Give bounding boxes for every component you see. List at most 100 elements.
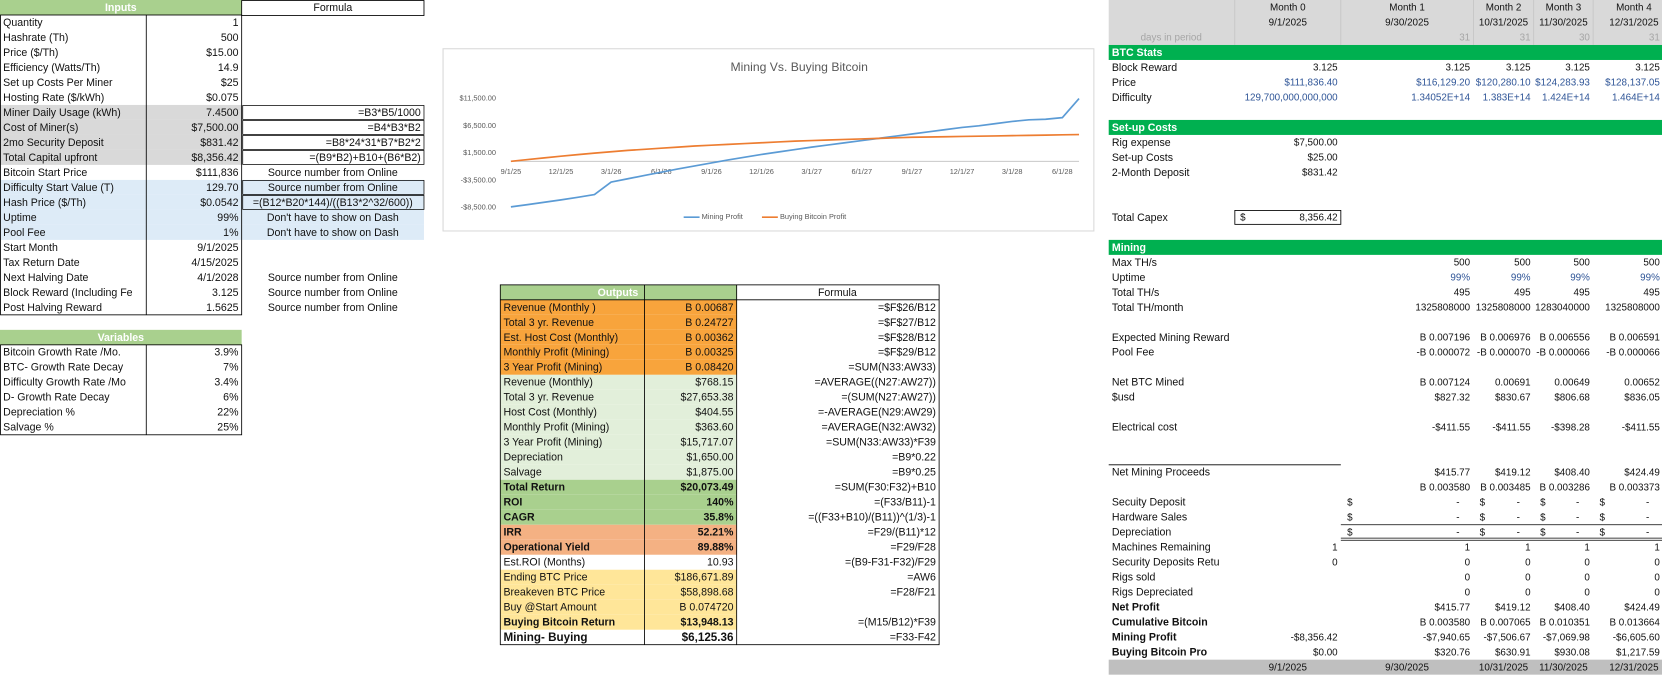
- section-title: Mining: [1112, 242, 1146, 254]
- sheet-value: $124,283.93: [1535, 78, 1590, 89]
- sheet-value: Month 1: [1389, 3, 1425, 14]
- sheet-label: Total Capex: [1112, 212, 1169, 224]
- input-label: Efficiency (Watts/Th): [3, 62, 100, 74]
- variables-header-fill: [0, 329, 242, 345]
- sheet-value: $424.49: [1624, 602, 1660, 613]
- output-formula: =((F33+B10)/(B11))^(1/3)-1: [808, 512, 936, 524]
- output-fill: [500, 389, 737, 405]
- output-formula: =(B9-F31-F32)/F29: [845, 557, 936, 569]
- output-fill: [500, 614, 737, 630]
- variable-value: 6%: [223, 392, 239, 404]
- input-label: 2mo Security Deposit: [3, 137, 104, 149]
- output-label: CAGR: [503, 512, 535, 524]
- sheet-value: -$8,356.42: [1291, 632, 1338, 643]
- output-fill: [500, 509, 737, 525]
- output-value: 140%: [706, 497, 734, 509]
- output-formula: =SUM(N33:AW33)*F39: [826, 437, 936, 449]
- output-label: Revenue (Monthly): [503, 377, 592, 389]
- output-value: $15,717.07: [681, 437, 734, 449]
- output-fill: [500, 329, 737, 345]
- outputs-border: [499, 284, 940, 646]
- sheet-value: 495: [1573, 288, 1590, 299]
- output-fill: [500, 584, 737, 600]
- y-tick-label: -$8,500.00: [461, 203, 496, 212]
- input-fill: [0, 224, 424, 240]
- input-label: Tax Return Date: [3, 257, 80, 269]
- sheet-value: B 0.007196: [1420, 333, 1471, 344]
- input-label: Start Month: [3, 242, 58, 254]
- sheet-label: Depreciation: [1112, 527, 1172, 539]
- sheet-label: $usd: [1112, 392, 1135, 404]
- sheet-value: B 0.006976: [1480, 333, 1531, 344]
- output-label: 3 Year Profit (Mining): [503, 362, 602, 374]
- sheet-value: -$7,069.98: [1543, 632, 1591, 643]
- sheet-value: 12/31/2025: [1609, 662, 1659, 673]
- sheet-value: 9/30/2025: [1385, 662, 1429, 673]
- input-value: 4/15/2025: [191, 257, 238, 269]
- sheet-value: $1,217.59: [1616, 647, 1660, 658]
- sheet-value: $415.77: [1435, 468, 1471, 479]
- output-formula: =AW6: [907, 572, 936, 584]
- sheet-value: -: [1517, 512, 1520, 523]
- input-formula: =(B12*B20*144)/((B13*2^32/600)): [253, 197, 413, 209]
- input-fill: [0, 104, 242, 120]
- sheet-value: $419.12: [1495, 468, 1531, 479]
- sheet-value: -: [1646, 527, 1649, 538]
- outputs-header-fill: [500, 284, 737, 300]
- input-fill: [0, 119, 242, 135]
- sheet-value: 99%: [1570, 273, 1590, 284]
- output-fill: [500, 599, 737, 615]
- input-formula: Source number from Online: [268, 167, 398, 179]
- sheet-value: 1: [1654, 542, 1659, 553]
- sheet-label: Set-up Costs: [1112, 152, 1173, 164]
- sheet-value: 495: [1454, 288, 1471, 299]
- sheet-value: $806.68: [1554, 393, 1590, 404]
- sheet-value: $930.08: [1554, 647, 1590, 658]
- formula-box: [242, 150, 425, 165]
- sheet-value: 11/30/2025: [1539, 662, 1588, 673]
- x-tick-label: 6/1/26: [651, 167, 672, 176]
- sheet-value: 3.125: [1565, 63, 1590, 74]
- series-line: [510, 97, 1080, 208]
- output-formula: =F28/F21: [890, 587, 936, 599]
- input-formula: =(B9*B2)+B10+(B6*B2): [309, 152, 420, 164]
- output-value: B 0.00325: [685, 347, 733, 359]
- sheet-label: Difficulty: [1112, 92, 1152, 104]
- input-label: Set up Costs Per Miner: [3, 77, 113, 89]
- formula-box: [242, 120, 425, 135]
- output-value: $186,671.89: [675, 572, 734, 584]
- output-formula: =$F$29/B12: [878, 347, 936, 359]
- input-value: 3.125: [212, 287, 239, 299]
- sheet-value: B 0.003373: [1610, 483, 1661, 494]
- output-value: B 0.24727: [685, 317, 733, 329]
- sheet-value: 31: [1520, 33, 1531, 44]
- output-fill: [500, 539, 737, 555]
- output-formula: =-AVERAGE(N29:AW29): [818, 407, 936, 419]
- sheet-value: 99%: [1511, 273, 1531, 284]
- output-value: $1,650.00: [686, 452, 733, 464]
- sheet-value: 495: [1643, 288, 1660, 299]
- input-value: $8,356.42: [191, 152, 238, 164]
- output-formula: =B9*0.22: [892, 452, 936, 464]
- input-label: Quantity: [3, 17, 43, 29]
- sheet-value: -: [1646, 498, 1649, 509]
- sheet-label: Total TH/month: [1112, 302, 1184, 314]
- outputs-formula-header: Formula: [818, 287, 857, 299]
- output-label: Depreciation: [503, 452, 563, 464]
- input-label: Next Halving Date: [3, 272, 88, 284]
- output-fill: [500, 479, 737, 495]
- input-value: $15.00: [206, 47, 238, 59]
- sheet-label: 2-Month Deposit: [1112, 167, 1190, 179]
- input-formula: Source number from Online: [268, 287, 398, 299]
- input-label: Difficulty Start Value (T): [3, 182, 114, 194]
- sheet-value: 1325808000: [1476, 303, 1531, 314]
- sheet-value: 1.34052E+14: [1411, 93, 1470, 104]
- sheet-value: B 0.003485: [1480, 483, 1531, 494]
- sheet-label: Security Deposits Retu: [1112, 557, 1220, 569]
- sheet-value: 10/31/2025: [1479, 18, 1529, 29]
- sheet-value: 1325808000: [1415, 303, 1470, 314]
- sheet-label: Mining Profit: [1112, 632, 1177, 644]
- sheet-value: 0.00649: [1554, 378, 1590, 389]
- sheet-label: Rig expense: [1112, 137, 1171, 149]
- sheet-prefix: $: [1240, 213, 1246, 224]
